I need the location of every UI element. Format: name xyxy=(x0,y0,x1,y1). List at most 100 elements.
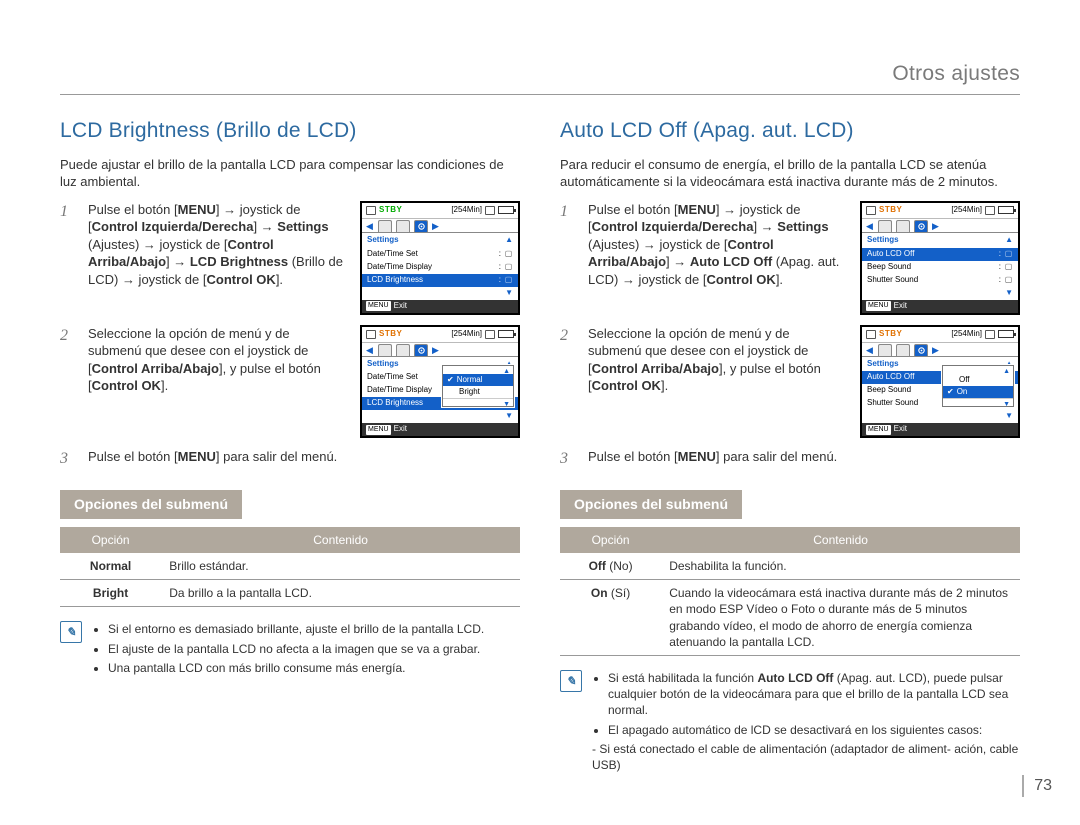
menu-key-icon: MENU xyxy=(866,301,891,310)
table-row: Off (No)Deshabilita la función. xyxy=(560,553,1020,580)
stby-label: STBY xyxy=(379,329,402,340)
right-heading: Auto LCD Off (Apag. aut. LCD) xyxy=(560,117,1020,145)
step-number: 2 xyxy=(560,325,578,439)
note-item: Si está habilitada la función Auto LCD O… xyxy=(608,670,1020,719)
popup-item: ✔Normal xyxy=(443,374,513,386)
tab-arrow-left-icon: ◀ xyxy=(866,220,874,232)
th-option: Opción xyxy=(560,527,661,553)
right-step-1: 1 Pulse el botón [MENU] → joystick de [C… xyxy=(560,201,1020,315)
menu-key-icon: MENU xyxy=(866,425,891,434)
stby-label: STBY xyxy=(379,205,402,216)
popup-item: Bright xyxy=(443,386,513,398)
chevron-down-icon: ▼ xyxy=(1003,400,1010,405)
menu-head: Settings ▲ xyxy=(362,233,518,248)
running-head: Otros ajustes xyxy=(60,60,1020,95)
chevron-up-icon: ▲ xyxy=(1005,235,1013,246)
card-icon xyxy=(366,330,376,339)
tab-settings-icon xyxy=(914,344,928,356)
left-intro: Puede ajustar el brillo de la pantalla L… xyxy=(60,156,520,191)
menu-key-icon: MENU xyxy=(366,425,391,434)
exit-label: Exit xyxy=(394,424,407,435)
left-submenu-heading: Opciones del submenú xyxy=(60,490,242,519)
lcd-mock-left-1: STBY [254Min] ◀ xyxy=(360,201,520,315)
tab-arrow-left-icon: ◀ xyxy=(366,344,374,356)
step-number: 2 xyxy=(60,325,78,439)
sd-icon xyxy=(985,206,995,215)
tab-icon xyxy=(396,220,410,232)
stby-label: STBY xyxy=(879,329,902,340)
exit-label: Exit xyxy=(394,301,407,312)
th-content: Contenido xyxy=(161,527,520,553)
lcd-mock-right-2: STBY [254Min] ◀ xyxy=(860,325,1020,439)
left-column: LCD Brightness (Brillo de LCD) Puede aju… xyxy=(60,117,520,773)
sd-icon xyxy=(985,330,995,339)
tab-arrow-right-icon: ▶ xyxy=(932,220,940,232)
note-item: El apagado automático de lCD se desactiv… xyxy=(608,722,1020,738)
lcd-mock-left-2: STBY [254Min] ◀ xyxy=(360,325,520,439)
left-step-2: 2 Seleccione la opción de menú y de subm… xyxy=(60,325,520,439)
chevron-up-icon: ▲ xyxy=(503,367,510,373)
time-remaining: [254Min] xyxy=(951,205,982,216)
left-step-3: 3 Pulse el botón [MENU] para salir del m… xyxy=(60,448,520,470)
lcd-menu-list: Auto LCD Off: ▢Beep Sound: ▢Shutter Soun… xyxy=(862,248,1018,300)
battery-icon xyxy=(498,330,514,338)
menu-item: Beep Sound: ▢ xyxy=(862,261,1018,274)
card-icon xyxy=(866,330,876,339)
th-option: Opción xyxy=(60,527,161,553)
chevron-up-icon: ▲ xyxy=(1003,367,1010,373)
time-remaining: [254Min] xyxy=(951,329,982,340)
table-row: NormalBrillo estándar. xyxy=(60,553,520,580)
tab-icon xyxy=(396,344,410,356)
left-heading: LCD Brightness (Brillo de LCD) xyxy=(60,117,520,145)
time-remaining: [254Min] xyxy=(451,205,482,216)
note-item: El ajuste de la pantalla LCD no afecta a… xyxy=(108,641,484,657)
tab-icon xyxy=(896,344,910,356)
lcd-mock-right-1: STBY [254Min] ◀ xyxy=(860,201,1020,315)
note-item: Una pantalla LCD con más brillo consume … xyxy=(108,660,484,676)
step-number: 3 xyxy=(560,448,578,470)
menu-item: Auto LCD Off: ▢ xyxy=(862,248,1018,261)
right-step-2: 2 Seleccione la opción de menú y de subm… xyxy=(560,325,1020,439)
left-step1-text: Pulse el botón [MENU] → joystick de [Con… xyxy=(88,201,352,289)
left-note: ✎ Si el entorno es demasiado brillante, … xyxy=(60,621,520,679)
right-step2-text: Seleccione la opción de menú y de submen… xyxy=(588,325,852,395)
right-note-sub: - Si está conectado el cable de alimenta… xyxy=(592,741,1020,773)
right-options-table: Opción Contenido Off (No)Deshabilita la … xyxy=(560,527,1020,656)
tab-settings-icon xyxy=(414,344,428,356)
left-step3-text: Pulse el botón [MENU] para salir del men… xyxy=(88,448,520,466)
tab-icon xyxy=(878,220,892,232)
right-step3-text: Pulse el botón [MENU] para salir del men… xyxy=(588,448,1020,466)
menu-head: Settings ▲ xyxy=(862,233,1018,248)
popup-item: ✔On xyxy=(943,386,1013,398)
table-row: BrightDa brillo a la pantalla LCD. xyxy=(60,580,520,607)
sd-icon xyxy=(485,330,495,339)
chevron-up-icon: ▲ xyxy=(505,235,513,246)
table-row: On (Sí)Cuando la videocámara está inacti… xyxy=(560,580,1020,656)
menu-item: LCD Brightness: ▢ xyxy=(362,274,518,287)
step-number: 1 xyxy=(560,201,578,315)
time-remaining: [254Min] xyxy=(451,329,482,340)
card-icon xyxy=(366,206,376,215)
lcd-popup: ▲ ✔NormalBright ▼ xyxy=(442,365,514,407)
tab-arrow-right-icon: ▶ xyxy=(432,344,440,356)
exit-label: Exit xyxy=(894,301,907,312)
popup-item: Off xyxy=(943,374,1013,386)
lcd-menu-list: Date/Time Set: ▢Date/Time Display: ▢LCD … xyxy=(362,248,518,300)
left-step2-text: Seleccione la opción de menú y de submen… xyxy=(88,325,352,395)
tab-arrow-right-icon: ▶ xyxy=(932,344,940,356)
battery-icon xyxy=(998,330,1014,338)
step-number: 3 xyxy=(60,448,78,470)
step-number: 1 xyxy=(60,201,78,315)
sd-icon xyxy=(485,206,495,215)
tab-icon xyxy=(878,344,892,356)
tab-icon xyxy=(378,344,392,356)
battery-icon xyxy=(998,206,1014,214)
right-note: ✎ Si está habilitada la función Auto LCD… xyxy=(560,670,1020,773)
stby-label: STBY xyxy=(879,205,902,216)
left-options-table: Opción Contenido NormalBrillo estándar.B… xyxy=(60,527,520,608)
tab-icon xyxy=(378,220,392,232)
right-submenu-heading: Opciones del submenú xyxy=(560,490,742,519)
menu-item: Shutter Sound: ▢ xyxy=(862,274,1018,287)
th-content: Contenido xyxy=(661,527,1020,553)
right-column: Auto LCD Off (Apag. aut. LCD) Para reduc… xyxy=(560,117,1020,773)
